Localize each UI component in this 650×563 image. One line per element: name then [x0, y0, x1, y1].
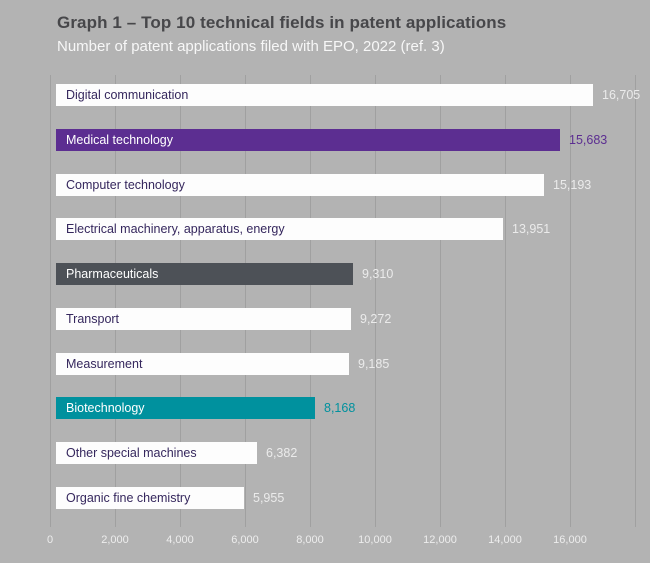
bar-value-label: 9,310 [362, 267, 394, 281]
bar-label: Medical technology [66, 133, 174, 147]
plot-area: Digital communication 16,705 Medical techn… [47, 75, 640, 546]
bar-value-label: 6,382 [266, 446, 298, 460]
bar: Electrical machinery, apparatus, energy [56, 218, 503, 240]
bar: Organic fine chemistry [56, 487, 244, 509]
bar-value-label: 9,272 [360, 312, 392, 326]
bar-label: Computer technology [66, 178, 185, 192]
bar-row: Digital communication 16,705 [50, 84, 640, 106]
bar: Computer technology [56, 174, 544, 196]
bar-value-label: 8,168 [324, 401, 356, 415]
gridline [505, 75, 506, 527]
x-axis-tick-label: 0 [46, 534, 54, 546]
gridline [570, 75, 571, 527]
bar-value-label: 15,683 [569, 133, 608, 147]
bar-row: Measurement 9,185 [50, 353, 640, 375]
bar-label: Pharmaceuticals [66, 267, 159, 281]
bar-label: Biotechnology [66, 401, 145, 415]
bar: Medical technology [56, 129, 560, 151]
bar-row: Organic fine chemistry 5,955 [50, 487, 640, 509]
bar-value-label: 16,705 [602, 88, 641, 102]
bar-value-label: 15,193 [553, 178, 592, 192]
bar-value-label: 13,951 [512, 222, 551, 236]
bar: Biotechnology [56, 397, 315, 419]
bar-row: Computer technology 15,193 [50, 174, 640, 196]
x-axis-tick-label: 6,000 [231, 534, 259, 546]
bar: Digital communication [56, 84, 593, 106]
bar-value-label: 5,955 [253, 491, 285, 505]
x-axis-tick-label: 10,000 [358, 534, 392, 546]
gridline [245, 75, 246, 527]
bar-label: Other special machines [66, 446, 197, 460]
gridline [115, 75, 116, 527]
bar-value-label: 9,185 [358, 357, 390, 371]
x-axis-tick-label: 2,000 [101, 534, 129, 546]
bar-label: Organic fine chemistry [66, 491, 191, 505]
gridline [310, 75, 311, 527]
chart-title: Graph 1 – Top 10 technical fields in pat… [57, 13, 507, 32]
bar-row: Pharmaceuticals 9,310 [50, 263, 640, 285]
bar-row: Electrical machinery, apparatus, energy 1… [50, 218, 640, 240]
gridline [440, 75, 441, 527]
bar-label: Electrical machinery, apparatus, energy [66, 222, 285, 236]
x-axis-tick-label: 12,000 [423, 534, 457, 546]
bar: Pharmaceuticals [56, 263, 353, 285]
chart-subtitle: Number of patent applications filed with… [57, 38, 445, 55]
x-axis-tick-label: 8,000 [296, 534, 324, 546]
gridline [50, 75, 51, 527]
x-axis-tick-label: 14,000 [488, 534, 522, 546]
gridline [635, 75, 636, 527]
bar: Other special machines [56, 442, 257, 464]
bar-label: Transport [66, 312, 120, 326]
bar-row: Biotechnology 8,168 [50, 397, 640, 419]
bar-row: Transport 9,272 [50, 308, 640, 330]
bar: Measurement [56, 353, 349, 375]
x-axis-tick-label: 16,000 [553, 534, 587, 546]
bar-label: Digital communication [66, 88, 189, 102]
gridline [180, 75, 181, 527]
x-axis-tick-label: 4,000 [166, 534, 194, 546]
bar-row: Other special machines 6,382 [50, 442, 640, 464]
bar-row: Medical technology 15,683 [50, 129, 640, 151]
bar: Transport [56, 308, 351, 330]
bar-label: Measurement [66, 357, 143, 371]
gridline [375, 75, 376, 527]
